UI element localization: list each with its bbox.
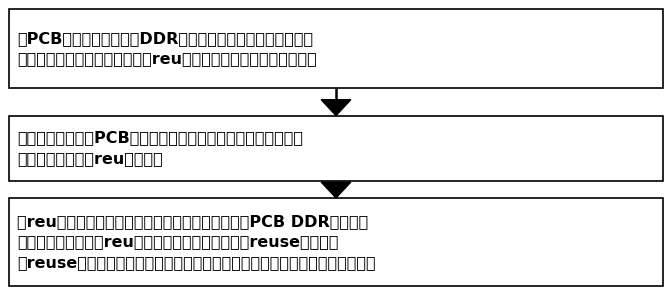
Text: 在PCB画图软件中，选中DDR中的导线、拐角、过孔和缝合孔
进行原点相同状态的复制，并以reu格式文件导入到复用的文件库中: 在PCB画图软件中，选中DDR中的导线、拐角、过孔和缝合孔 进行原点相同状态的复… [17, 31, 317, 66]
Polygon shape [321, 182, 351, 198]
FancyBboxPatch shape [9, 116, 663, 181]
FancyBboxPatch shape [9, 9, 663, 88]
Text: 在布局方向一致的PCB中，通过导入模块的方法从复用的文件库
中整体调出上述的reu格式文件: 在布局方向一致的PCB中，通过导入模块的方法从复用的文件库 中整体调出上述的re… [17, 130, 303, 166]
Polygon shape [321, 100, 351, 116]
FancyBboxPatch shape [9, 198, 663, 286]
Text: 把reu格式文件以模块形式按照原点坐标的方式套入PCB DDR封装中，
然后通过打散命令把reu格式文件打散成为可编辑的reuse文件，并
将reuse文件中可: 把reu格式文件以模块形式按照原点坐标的方式套入PCB DDR封装中， 然后通过… [17, 214, 376, 270]
